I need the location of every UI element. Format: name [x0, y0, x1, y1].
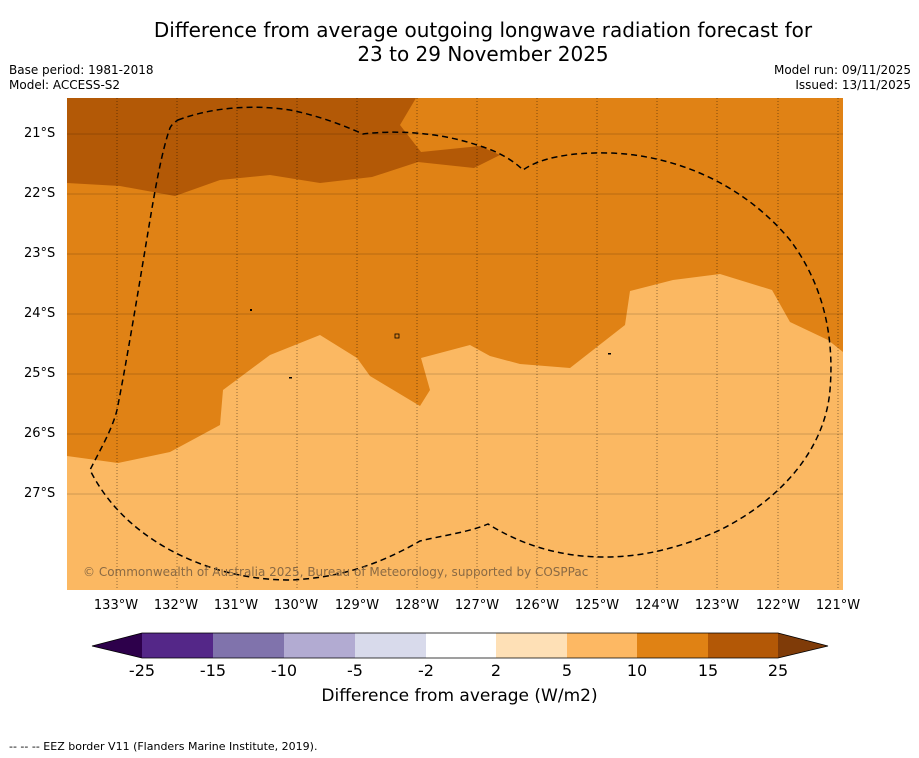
- colorbar-swatch: [708, 633, 778, 658]
- eez-legend: -- -- -- EEZ border V11 (Flanders Marine…: [9, 740, 318, 753]
- lon-label: 133°W: [93, 598, 139, 613]
- colorbar-extend-high: [778, 633, 828, 658]
- colorbar-swatch: [355, 633, 426, 658]
- lon-label: 125°W: [574, 598, 620, 613]
- lat-label: 25°S: [24, 366, 56, 381]
- lon-label: 126°W: [514, 598, 560, 613]
- lon-label: 121°W: [815, 598, 861, 613]
- colorbar-swatch: [426, 633, 496, 658]
- title-line-2: 23 to 29 November 2025: [357, 42, 609, 66]
- colorbar-tick: 2: [490, 661, 502, 680]
- issued-text: Issued: 13/11/2025: [795, 78, 911, 92]
- region-15-25: [67, 98, 500, 196]
- map-area: [67, 98, 843, 590]
- colorbar-swatch: [284, 633, 355, 658]
- region-5-10: [67, 274, 843, 590]
- lon-label: 132°W: [153, 598, 199, 613]
- colorbar-tick: 25: [767, 661, 789, 680]
- island-marker: [394, 333, 400, 339]
- colorbar-tick: 15: [697, 661, 719, 680]
- colorbar-swatch: [637, 633, 708, 658]
- colorbar-swatch: [213, 633, 284, 658]
- gridlines: [67, 98, 843, 590]
- lat-label: 22°S: [24, 186, 56, 201]
- lon-label: 122°W: [755, 598, 801, 613]
- colorbar-tick: -15: [199, 661, 227, 680]
- model-text: Model: ACCESS-S2: [9, 78, 121, 92]
- lon-label: 127°W: [454, 598, 500, 613]
- colorbar-extend-low: [92, 633, 142, 658]
- colorbar-tick: -10: [270, 661, 298, 680]
- model-run-text: Model run: 09/11/2025: [773, 63, 911, 77]
- lon-label: 130°W: [273, 598, 319, 613]
- meta-right: Model run: 09/11/2025 Issued: 13/11/2025: [774, 63, 911, 93]
- colorbar-swatch: [142, 633, 213, 658]
- colorbar-tick: -5: [347, 661, 363, 680]
- eez-border: [89, 106, 832, 581]
- copyright-watermark: © Commonwealth of Australia 2025, Bureau…: [83, 565, 589, 579]
- colorbar-tick: -2: [418, 661, 434, 680]
- base-period-text: Base period: 1981-2018: [9, 63, 154, 77]
- island-marker: [250, 309, 252, 311]
- lon-label: 123°W: [694, 598, 740, 613]
- lon-label: 128°W: [394, 598, 440, 613]
- colorbar-tick: 10: [626, 661, 648, 680]
- chart-title: Difference from average outgoing longwav…: [0, 18, 919, 66]
- lon-label: 124°W: [634, 598, 680, 613]
- meta-left: Base period: 1981-2018 Model: ACCESS-S2: [9, 63, 154, 93]
- lat-label: 27°S: [24, 486, 56, 501]
- colorbar: [91, 632, 829, 659]
- colorbar-swatch: [567, 633, 637, 658]
- island-markers: [250, 309, 611, 379]
- lat-label: 21°S: [24, 126, 56, 141]
- colorbar-swatch: [496, 633, 567, 658]
- colorbar-tick: -25: [128, 661, 156, 680]
- colorbar-tick: 5: [561, 661, 573, 680]
- lon-label: 131°W: [213, 598, 259, 613]
- island-marker: [608, 353, 611, 355]
- colorbar-label: Difference from average (W/m2): [321, 686, 598, 706]
- island-marker: [289, 377, 292, 379]
- lat-label: 23°S: [24, 246, 56, 261]
- title-line-1: Difference from average outgoing longwav…: [153, 18, 813, 42]
- lat-label: 26°S: [24, 426, 56, 441]
- lon-label: 129°W: [334, 598, 380, 613]
- lat-label: 24°S: [24, 306, 56, 321]
